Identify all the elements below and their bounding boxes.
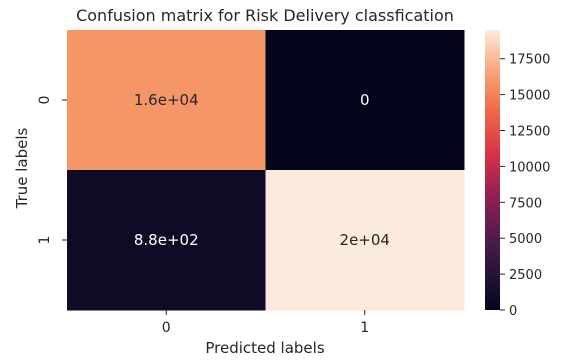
y-tick-label-0: 0 (37, 96, 53, 105)
colorbar-tick-label-0: 0 (509, 304, 517, 319)
heatmap-cells (67, 30, 465, 311)
cell-annotation-0-1: 0 (360, 91, 370, 109)
cell-annotations: 1.6e+04 0 8.8e+02 2e+04 (134, 91, 390, 249)
colorbar (485, 30, 500, 310)
y-tick-label-1: 1 (37, 236, 53, 245)
colorbar-tick-label-6: 15000 (509, 89, 550, 104)
colorbar-tick-label-4: 10000 (509, 160, 550, 175)
cell-1-1 (265, 170, 465, 311)
colorbar-ticks: 0 2500 5000 7500 10000 12500 15000 17500 (500, 53, 550, 319)
cell-1-0 (67, 170, 266, 311)
x-tick-label-1: 1 (360, 320, 369, 336)
y-axis-label: True labels (13, 127, 31, 209)
cell-0-0 (67, 30, 266, 171)
x-axis-label: Predicted labels (205, 339, 324, 357)
cell-annotation-1-1: 2e+04 (340, 231, 390, 249)
colorbar-tick-label-7: 17500 (509, 53, 550, 68)
cell-annotation-0-0: 1.6e+04 (134, 91, 199, 109)
colorbar-tick-label-5: 12500 (509, 125, 550, 140)
colorbar-tick-label-1: 2500 (509, 268, 542, 283)
colorbar-tick-label-3: 7500 (509, 196, 542, 211)
colorbar-tick-label-2: 5000 (509, 232, 542, 247)
cell-annotation-1-0: 8.8e+02 (134, 231, 199, 249)
y-axis-ticks: 01 (37, 96, 67, 245)
chart-title: Confusion matrix for Risk Delivery class… (76, 6, 454, 25)
cell-0-1 (265, 30, 465, 171)
x-tick-label-0: 0 (162, 320, 171, 336)
